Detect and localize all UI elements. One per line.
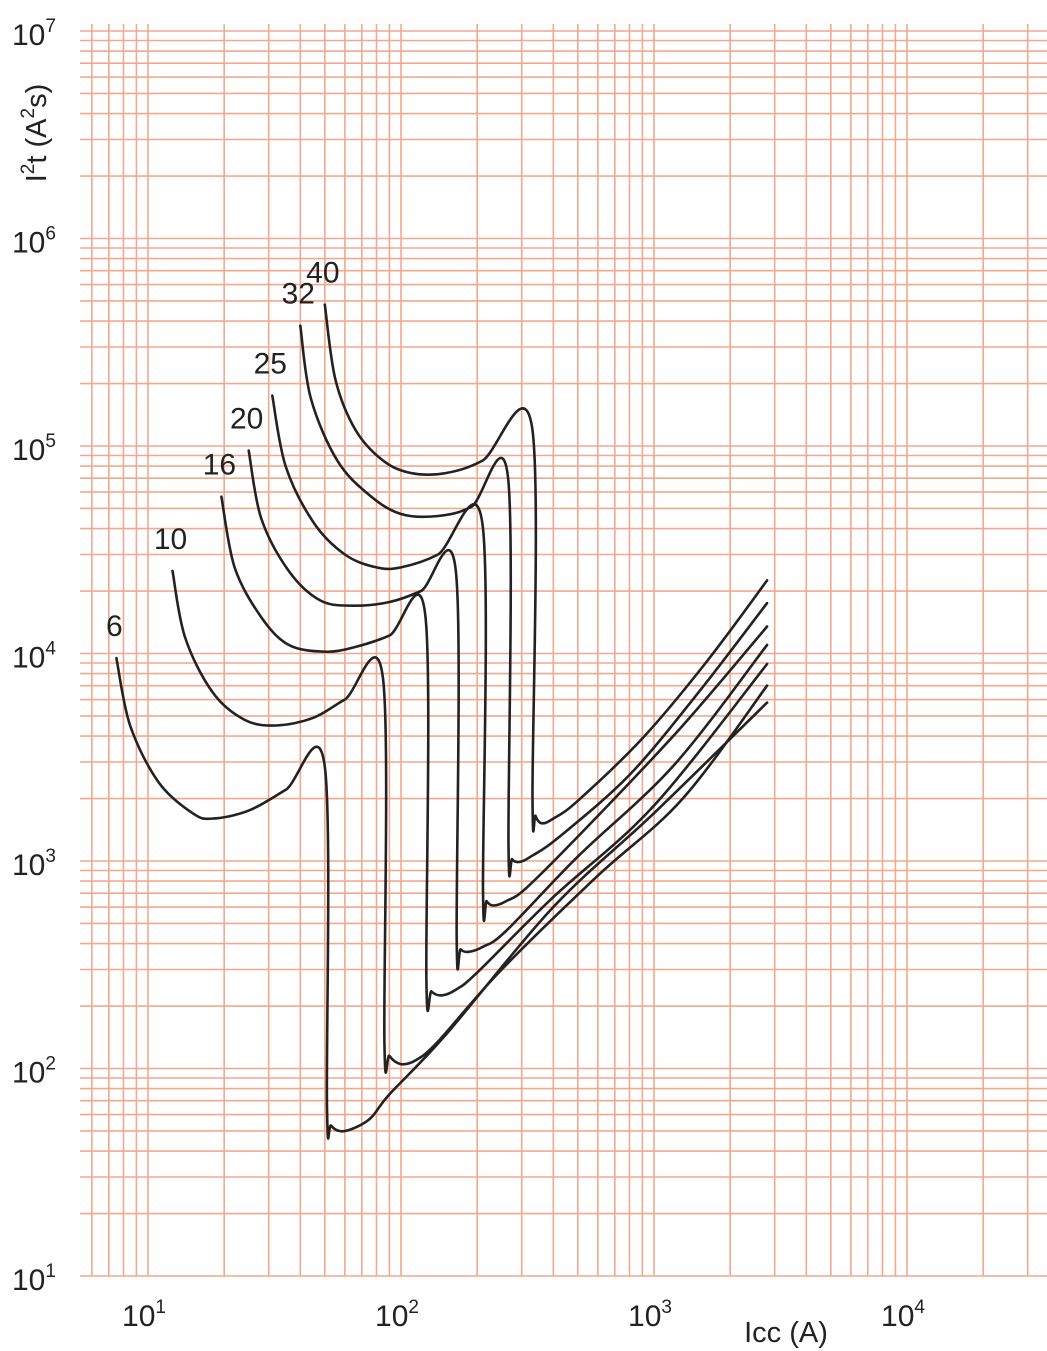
y-tick-label: 101 [12, 1261, 56, 1297]
y-tick-label: 103 [12, 846, 56, 882]
y-tick-label: 104 [12, 639, 56, 675]
series-group [115, 303, 769, 1140]
x-tick-label: 101 [122, 1297, 166, 1333]
grid [80, 24, 1047, 1277]
y-axis-title: I2t (A2s) [18, 84, 53, 183]
series-line-25 [271, 394, 769, 923]
series-line-16 [220, 495, 769, 1013]
x-tick-label: 104 [881, 1297, 925, 1333]
series-label-20: 20 [230, 403, 263, 436]
series-line-20 [247, 449, 769, 971]
y-tick-label: 107 [12, 16, 56, 52]
series-label-25: 25 [254, 348, 287, 381]
series-line-10 [171, 569, 769, 1074]
x-axis-title: Icc (A) [744, 1317, 828, 1349]
series-label-32: 32 [282, 278, 315, 311]
x-tick-label: 102 [375, 1297, 419, 1333]
y-tick-label: 105 [12, 431, 56, 467]
series-line-6 [115, 656, 769, 1140]
series-label-40: 40 [306, 257, 339, 290]
y-tick-label: 106 [12, 224, 56, 260]
series-label-6: 6 [106, 610, 123, 643]
y-tick-labels: 101 102 103 104 105 106 107 [12, 16, 56, 1297]
series-label-16: 16 [203, 449, 236, 482]
series-line-32 [299, 324, 769, 878]
series-line-40 [323, 303, 769, 833]
x-tick-labels: 101 102 103 104 [122, 1297, 925, 1333]
x-tick-label: 103 [628, 1297, 672, 1333]
y-tick-label: 102 [12, 1054, 56, 1090]
series-label-10: 10 [154, 523, 187, 556]
